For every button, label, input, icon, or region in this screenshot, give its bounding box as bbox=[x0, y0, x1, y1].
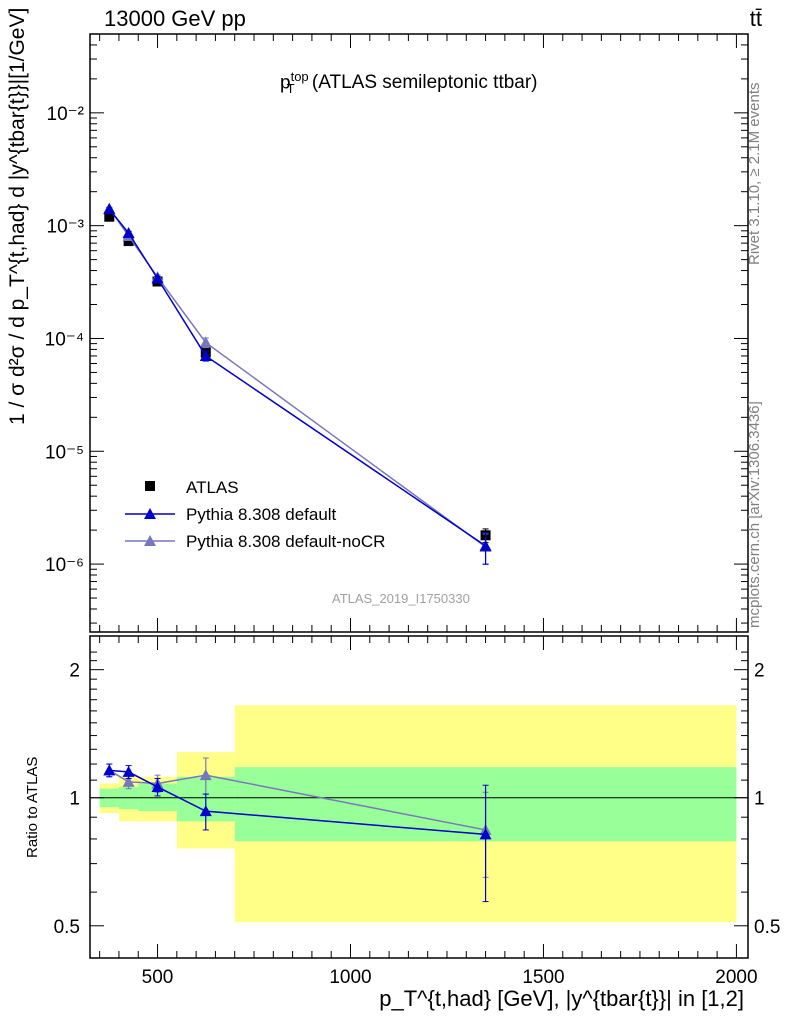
main-default-point bbox=[479, 539, 492, 551]
main-default-point bbox=[103, 203, 116, 215]
legend-triangle-marker-default bbox=[125, 508, 175, 519]
main-y-tick-label: 10⁻⁶ bbox=[45, 555, 84, 576]
main-atlas-point bbox=[104, 211, 115, 222]
main-y-axis-label: 1 / σ d²σ / d p_T^{t,had} d |y^{tbar{t}}… bbox=[6, 7, 29, 425]
legend-triangle-marker-nocr bbox=[125, 535, 175, 546]
main-y-tick-label: 10⁻⁵ bbox=[45, 442, 84, 463]
energy-label: 13000 GeV pp bbox=[104, 6, 246, 31]
ratio-default-series bbox=[103, 763, 492, 903]
legend-label-atlas: ATLAS bbox=[186, 478, 239, 497]
ratio-default-point bbox=[103, 764, 116, 776]
legend-entry-atlas: ATLAS bbox=[120, 474, 440, 500]
x-tick-label: 1500 bbox=[522, 967, 564, 988]
main-y-tick-label: 10⁻⁴ bbox=[45, 329, 84, 350]
plot-frames: 10⁻⁶ 10⁻⁵ 10⁻⁴ 10⁻³ 10⁻² 0.5 0.5 1 1 2 2 500 1000 150… bbox=[45, 33, 780, 988]
ratio-y-tick-label-left: 2 bbox=[69, 661, 80, 682]
ratio-y-tick-label-right: 2 bbox=[754, 661, 765, 682]
main-default-point bbox=[122, 227, 135, 239]
process-label: tt̄ bbox=[749, 6, 762, 31]
main-plot-frame bbox=[89, 33, 749, 633]
main-nocr-point bbox=[199, 336, 212, 348]
ratio-y-tick-label-left: 0.5 bbox=[54, 917, 80, 938]
x-tick-label: 2000 bbox=[715, 967, 757, 988]
main-atlas-point bbox=[123, 236, 134, 247]
ratio-default-point bbox=[122, 765, 135, 777]
mcplots-source-label: mcplots.cern.ch [arXiv:1306.3436] bbox=[746, 401, 763, 628]
analysis-id-label: ATLAS_2019_I1750330 bbox=[332, 591, 470, 606]
ratio-y-tick-label-right: 1 bbox=[754, 789, 765, 810]
ratio-y-tick-label-right: 0.5 bbox=[754, 917, 780, 938]
x-axis-label: p_T^{t,had} [GeV], |y^{tbar{t}}| in [1,2… bbox=[379, 986, 744, 1011]
plot-title: ptopT (ATLAS semileptonic ttbar) bbox=[280, 69, 538, 97]
x-tick-label: 500 bbox=[142, 967, 174, 988]
chart-marks bbox=[103, 202, 492, 903]
ratio-y-axis-label: Ratio to ATLAS bbox=[24, 756, 41, 858]
ratio-nocr-point bbox=[122, 775, 135, 787]
legend-label-default: Pythia 8.308 default bbox=[186, 505, 337, 524]
legend-square-marker bbox=[145, 481, 155, 491]
legend-entry-default: Pythia 8.308 default bbox=[120, 501, 440, 527]
main-y-tick-label: 10⁻³ bbox=[47, 217, 85, 238]
x-tick-label: 1000 bbox=[329, 967, 371, 988]
main-default-point bbox=[151, 272, 164, 284]
main-y-tick-label: 10⁻² bbox=[47, 104, 85, 125]
ratio-y-tick-label-left: 1 bbox=[69, 789, 80, 810]
ratio-band-layer bbox=[90, 705, 748, 923]
ratio-plot-frame bbox=[89, 635, 749, 959]
ratio-default-point bbox=[151, 780, 164, 792]
main-default-series bbox=[103, 203, 492, 565]
rivet-version-label: Rivet 3.1.10, ≥ 2.1M events bbox=[746, 82, 763, 266]
legend-label-nocr: Pythia 8.308 default-noCR bbox=[186, 532, 386, 551]
main-default-point bbox=[199, 349, 212, 361]
ratio-nocr-point bbox=[199, 769, 212, 781]
legend-entry-nocr: Pythia 8.308 default-noCR bbox=[120, 528, 440, 554]
ratio-default-point bbox=[199, 805, 212, 817]
ratio-default-point bbox=[479, 828, 492, 840]
